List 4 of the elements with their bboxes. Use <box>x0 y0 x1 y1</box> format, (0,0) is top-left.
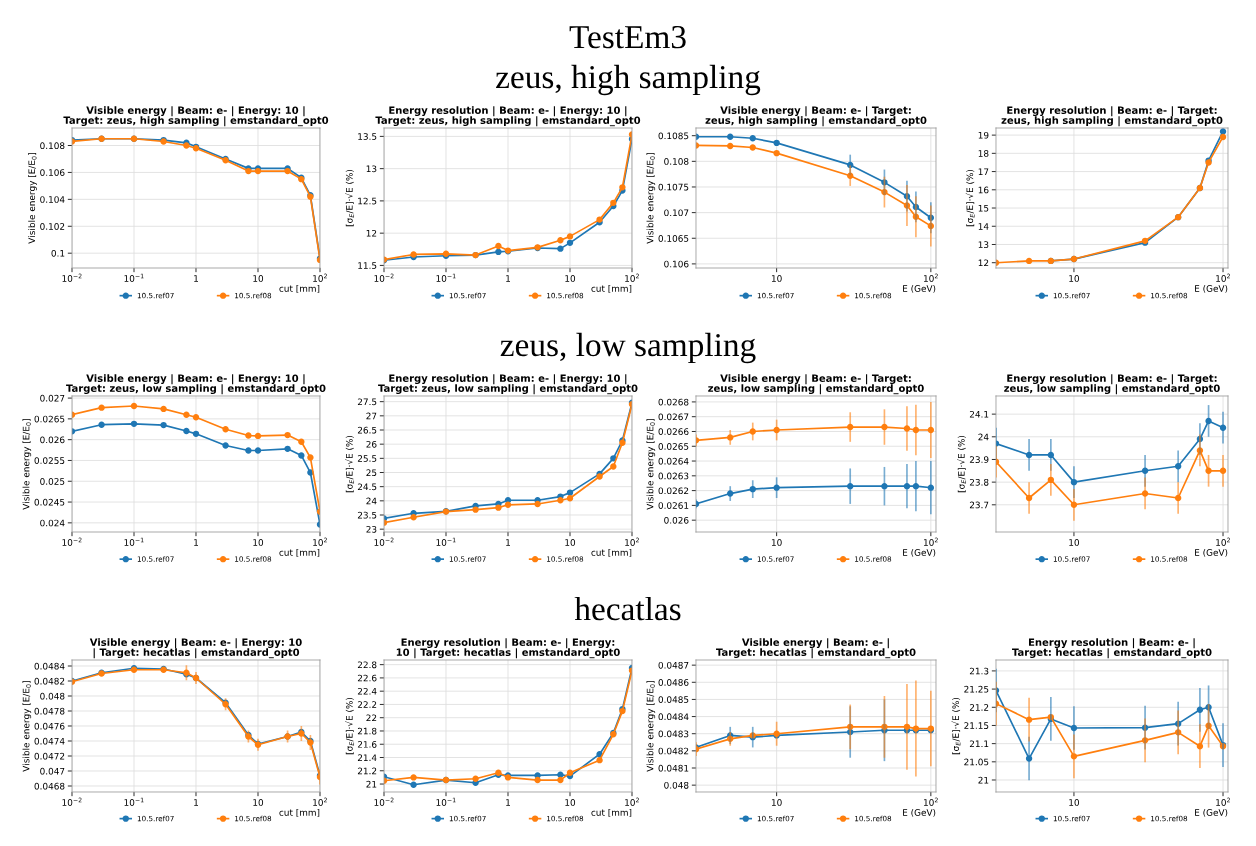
text: zeus, high sampling <box>496 64 761 96</box>
text: zeus, low sampling <box>500 332 756 364</box>
text: hecatlas <box>574 596 681 621</box>
text: TestEm3 <box>569 25 686 49</box>
